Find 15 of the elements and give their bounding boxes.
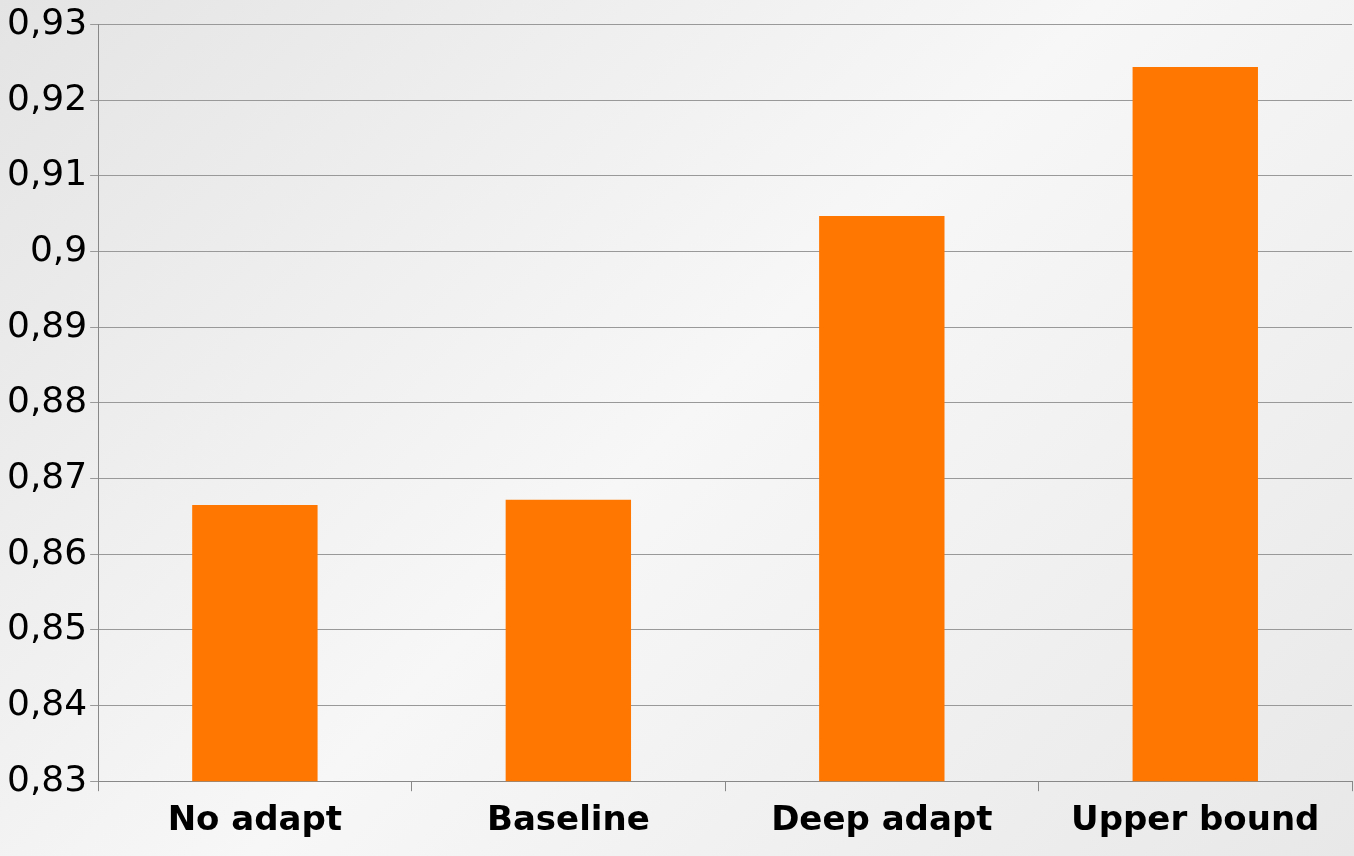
x-tick-label: No adapt <box>167 798 343 839</box>
y-tick-label: 0,91 <box>7 152 88 194</box>
x-tick-label: Upper bound <box>1071 798 1320 839</box>
y-tick-label: 0,92 <box>7 76 88 118</box>
x-tick-label: Baseline <box>486 798 650 839</box>
y-tick-label: 0,9 <box>29 227 88 269</box>
y-tick-label: 0,84 <box>7 681 88 723</box>
x-tick-label: Deep adapt <box>771 798 993 839</box>
y-tick-label: 0,85 <box>7 606 88 648</box>
y-tick-label: 0,86 <box>7 530 88 572</box>
y-tick-label: 0,89 <box>7 303 88 345</box>
y-tick-label: 0,83 <box>7 757 88 799</box>
y-tick-label: 0,93 <box>7 0 88 42</box>
y-tick-label: 0,88 <box>7 379 88 421</box>
y-tick-label: 0,87 <box>7 454 88 496</box>
